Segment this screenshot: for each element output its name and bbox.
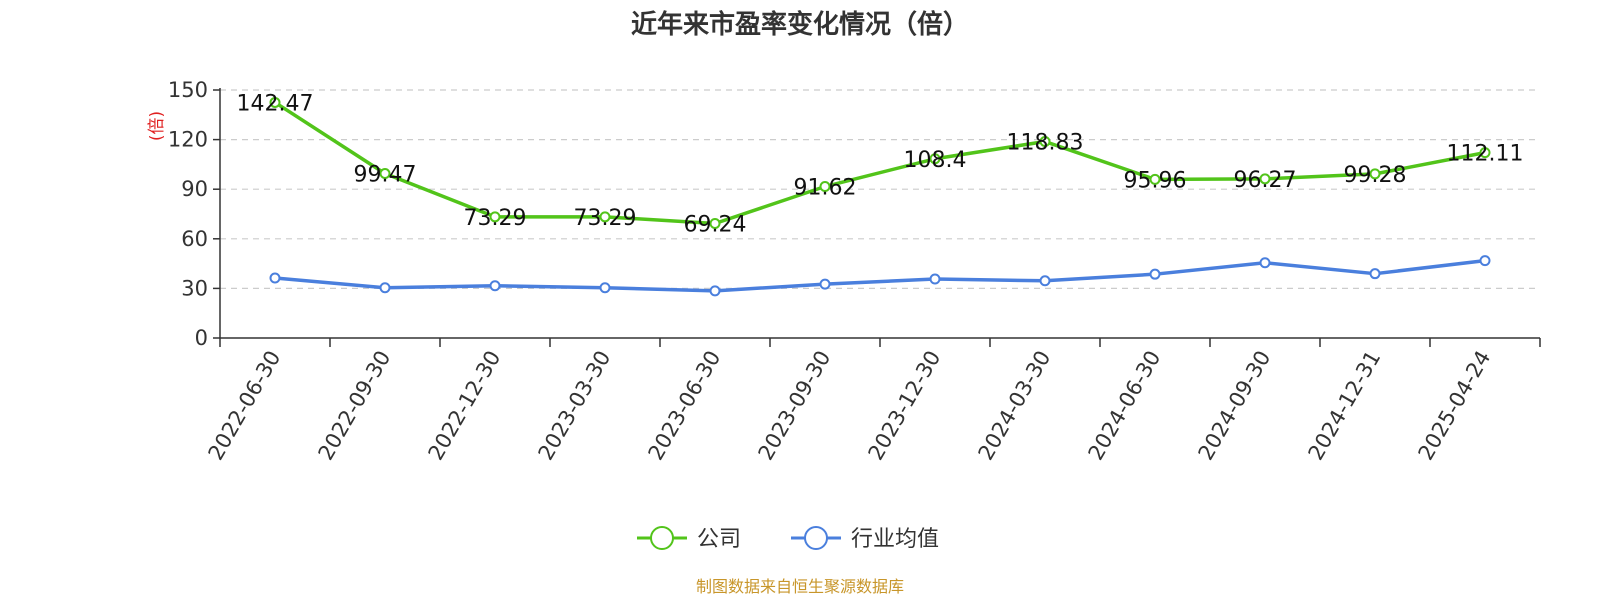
x-tick-label: 2023-06-30 bbox=[644, 347, 726, 465]
data-point bbox=[1369, 168, 1381, 180]
x-tick-label: 2024-12-31 bbox=[1304, 347, 1386, 465]
data-point bbox=[269, 96, 281, 108]
data-label: 99.28 bbox=[1344, 163, 1407, 188]
legend-label: 行业均值 bbox=[851, 527, 939, 552]
series-line bbox=[274, 100, 1486, 226]
x-tick-label: 2023-03-30 bbox=[534, 347, 616, 465]
series-group bbox=[269, 96, 1491, 297]
data-label: 73.29 bbox=[464, 206, 527, 231]
data-point bbox=[709, 285, 721, 297]
x-tick-label: 2024-06-30 bbox=[1084, 347, 1166, 465]
grid-lines bbox=[220, 89, 1540, 289]
data-point bbox=[1259, 257, 1271, 269]
data-point bbox=[269, 272, 281, 284]
x-tick-label: 2022-12-30 bbox=[424, 347, 506, 465]
data-point bbox=[1149, 268, 1161, 280]
legend[interactable]: 公司 行业均值 bbox=[637, 526, 939, 552]
data-label: 142.47 bbox=[237, 91, 314, 116]
data-point bbox=[819, 278, 831, 290]
y-tick-label: 30 bbox=[181, 276, 208, 300]
data-point bbox=[1479, 255, 1491, 267]
legend-circle-icon bbox=[650, 526, 674, 550]
data-point bbox=[1039, 136, 1051, 148]
legend-item[interactable]: 行业均值 bbox=[791, 526, 939, 552]
data-label: 118.83 bbox=[1007, 131, 1084, 156]
data-labels: 142.47 99.47 73.29 73.29 69.24 91.62 108.4 118.… bbox=[237, 91, 1524, 237]
y-tick-label: 90 bbox=[181, 177, 208, 201]
data-point bbox=[709, 218, 721, 230]
data-point bbox=[819, 181, 831, 193]
data-point bbox=[929, 153, 941, 165]
data-label: 96.27 bbox=[1234, 168, 1297, 193]
data-label: 91.62 bbox=[794, 176, 857, 201]
y-tick-label: 0 bbox=[195, 326, 208, 350]
legend-circle-icon bbox=[804, 526, 828, 550]
data-point bbox=[379, 168, 391, 180]
data-point bbox=[489, 280, 501, 292]
series-line bbox=[274, 258, 1486, 293]
x-tick-label: 2023-12-30 bbox=[864, 347, 946, 465]
data-point bbox=[929, 273, 941, 285]
data-label: 69.24 bbox=[684, 213, 747, 238]
data-point bbox=[379, 282, 391, 294]
legend-item[interactable]: 公司 bbox=[637, 526, 741, 552]
data-point bbox=[599, 211, 611, 223]
data-label: 112.11 bbox=[1447, 142, 1524, 167]
data-point bbox=[1039, 275, 1051, 287]
y-tick-label: 60 bbox=[181, 227, 208, 251]
data-label: 73.29 bbox=[574, 206, 637, 231]
data-label: 95.96 bbox=[1124, 168, 1187, 193]
data-point bbox=[1479, 147, 1491, 159]
y-tick-label: 150 bbox=[168, 78, 208, 102]
legend-label: 公司 bbox=[697, 527, 741, 552]
source-note: 制图数据来自恒生聚源数据库 bbox=[696, 577, 904, 596]
x-tick-label: 2025-04-24 bbox=[1414, 347, 1496, 465]
data-point bbox=[1369, 268, 1381, 280]
data-point bbox=[599, 282, 611, 294]
data-label: 108.4 bbox=[904, 148, 967, 173]
x-tick-label: 2022-09-30 bbox=[314, 347, 396, 465]
x-tick-label: 2024-03-30 bbox=[974, 347, 1056, 465]
x-tick-label: 2023-09-30 bbox=[754, 347, 836, 465]
y-axis-label: (倍) bbox=[147, 111, 167, 141]
data-point bbox=[1259, 173, 1271, 185]
x-tick-label: 2022-06-30 bbox=[204, 347, 286, 465]
data-label: 99.47 bbox=[354, 163, 417, 188]
x-tick-label: 2024-09-30 bbox=[1194, 347, 1276, 465]
data-point bbox=[489, 211, 501, 223]
y-tick-label: 120 bbox=[168, 128, 208, 152]
data-point bbox=[1149, 173, 1161, 185]
chart-title: 近年来市盈率变化情况（倍） bbox=[631, 9, 969, 40]
